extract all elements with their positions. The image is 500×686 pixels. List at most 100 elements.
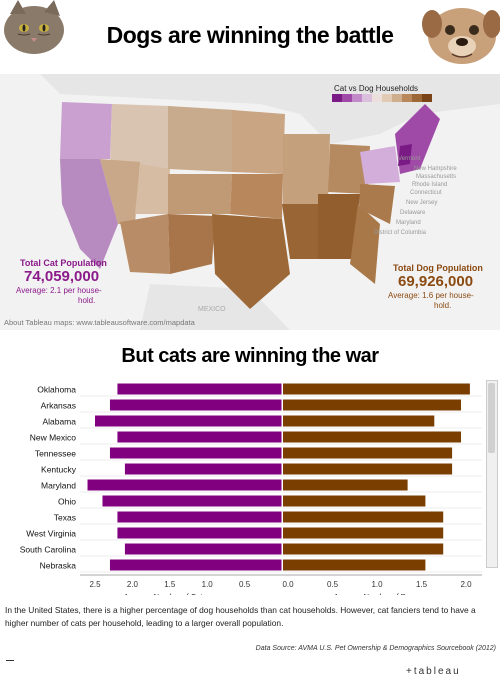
dog-total-label: Total Dog Population <box>393 263 483 273</box>
cat-total-note-1: Average: 2.1 per house- <box>16 286 102 295</box>
dog-bar[interactable] <box>283 447 453 459</box>
state-california[interactable] <box>60 159 118 269</box>
x-tick-label: 1.0 <box>202 580 214 589</box>
footer-divider <box>6 660 14 661</box>
state-label: Massachusetts <box>416 174 457 180</box>
state-label: Maryland <box>396 220 421 226</box>
dog-bar[interactable] <box>283 383 470 395</box>
dog-bar[interactable] <box>283 479 408 491</box>
state-alabama-mississippi[interactable] <box>318 194 360 259</box>
state-utah[interactable] <box>135 164 170 214</box>
dog-bar[interactable] <box>283 543 444 555</box>
dog-bar[interactable] <box>283 415 435 427</box>
cat-total-label: Total Cat Population <box>20 258 107 268</box>
category-label: Maryland <box>41 481 76 491</box>
category-label: Arkansas <box>41 401 76 411</box>
cat-total-note-2: hold. <box>78 296 96 305</box>
explanatory-text: In the United States, there is a higher … <box>5 605 476 628</box>
state-washington-oregon[interactable] <box>60 102 112 159</box>
us-map <box>0 74 500 330</box>
cat-total-value: 74,059,000 <box>24 268 100 285</box>
state-ohio-kentucky[interactable] <box>328 144 370 194</box>
cat-bar[interactable] <box>117 383 282 395</box>
cat-bar[interactable] <box>87 479 283 491</box>
chart-title: But cats are winning the war <box>121 345 379 367</box>
state-new-mexico[interactable] <box>168 214 215 274</box>
x-tick-label: 1.5 <box>416 580 428 589</box>
state-label: Vermont <box>398 156 421 162</box>
chart-scrollbar-thumb[interactable] <box>488 383 495 453</box>
dog-total-note-2: hold. <box>434 301 452 310</box>
category-label: New Mexico <box>30 433 77 443</box>
category-label: Oklahoma <box>37 385 76 395</box>
state-nevada[interactable] <box>100 159 140 224</box>
country-label: MEXICO <box>198 306 226 313</box>
x-tick-label: 2.5 <box>89 580 101 589</box>
dog-bar[interactable] <box>283 495 426 507</box>
state-label: Connecticut <box>410 190 442 196</box>
cat-bar[interactable] <box>117 431 282 443</box>
category-label: Tennessee <box>35 449 76 459</box>
state-label: District of Columbia <box>374 230 427 236</box>
state-arkansas-louisiana[interactable] <box>282 204 320 259</box>
category-label: South Carolina <box>20 545 77 555</box>
us-map-panel: Cat vs Dog Households Vermont New Hampsh… <box>0 74 500 330</box>
data-source: Data Source: AVMA U.S. Pet Ownership & D… <box>255 645 496 652</box>
x-tick-label: 2.0 <box>460 580 472 589</box>
state-georgia-florida[interactable] <box>350 204 380 284</box>
category-label: Ohio <box>58 497 76 507</box>
dog-total-note-1: Average: 1.6 per house- <box>388 291 474 300</box>
x-tick-label: 1.0 <box>371 580 383 589</box>
state-massachusetts[interactable] <box>398 144 412 166</box>
state-label: New Jersey <box>406 200 438 206</box>
dog-bar[interactable] <box>283 463 453 475</box>
x-tick-label: 0.5 <box>239 580 251 589</box>
butterfly-bar-chart: Oklahoma Arkansas Alabama New Mexico Tenness… <box>20 381 482 595</box>
x-axis-title: Average Number of Cats <box>124 592 207 595</box>
x-tick-label: 1.5 <box>164 580 176 589</box>
cat-bar[interactable] <box>117 527 282 539</box>
category-label: Texas <box>54 513 76 523</box>
state-label: Delaware <box>400 210 426 216</box>
state-pennsylvania-newyork[interactable] <box>360 146 400 184</box>
state-carolinas[interactable] <box>360 184 395 224</box>
cat-bar[interactable] <box>102 495 282 507</box>
map-legend-title: Cat vs Dog Households <box>334 84 419 93</box>
cat-bar[interactable] <box>109 399 283 411</box>
cat-photo <box>0 0 70 58</box>
category-label: Kentucky <box>41 465 77 475</box>
category-label: Nebraska <box>40 561 77 571</box>
state-wyoming-dakotas[interactable] <box>168 106 235 172</box>
dog-bar[interactable] <box>283 527 444 539</box>
state-illinois-indiana[interactable] <box>283 134 330 204</box>
x-tick-label: 2.0 <box>127 580 139 589</box>
x-tick-label: 0.5 <box>327 580 339 589</box>
map-attribution[interactable]: About Tableau maps: www.tableausoftware.… <box>4 318 195 327</box>
state-colorado-kansas[interactable] <box>168 174 232 214</box>
state-label: Rhode Island <box>412 182 448 188</box>
state-minnesota-iowa[interactable] <box>232 110 285 174</box>
state-idaho-montana[interactable] <box>110 104 170 169</box>
state-missouri-oklahoma[interactable] <box>230 174 283 219</box>
state-arizona[interactable] <box>120 214 170 274</box>
cat-bar[interactable] <box>95 415 282 427</box>
cat-bar[interactable] <box>124 543 282 555</box>
dog-photo <box>422 0 500 68</box>
x-axis-title: Average Number of Dogs <box>334 592 419 595</box>
dog-bar[interactable] <box>283 399 461 411</box>
cat-bar[interactable] <box>109 447 283 459</box>
state-texas[interactable] <box>212 214 290 309</box>
category-label: West Virginia <box>26 529 76 539</box>
dog-bar[interactable] <box>283 511 444 523</box>
dog-bar[interactable] <box>283 431 461 443</box>
cat-bar[interactable] <box>109 559 283 571</box>
cat-bar[interactable] <box>117 511 282 523</box>
cat-bar[interactable] <box>124 463 282 475</box>
dog-bar[interactable] <box>283 559 426 571</box>
page-title: Dogs are winning the battle <box>106 22 394 48</box>
x-tick-label: 0.0 <box>282 580 294 589</box>
tableau-logo[interactable]: +tableau <box>406 666 461 677</box>
dog-total-value: 69,926,000 <box>398 273 474 290</box>
category-label: Alabama <box>42 417 76 427</box>
state-label: New Hampshire <box>414 166 457 172</box>
